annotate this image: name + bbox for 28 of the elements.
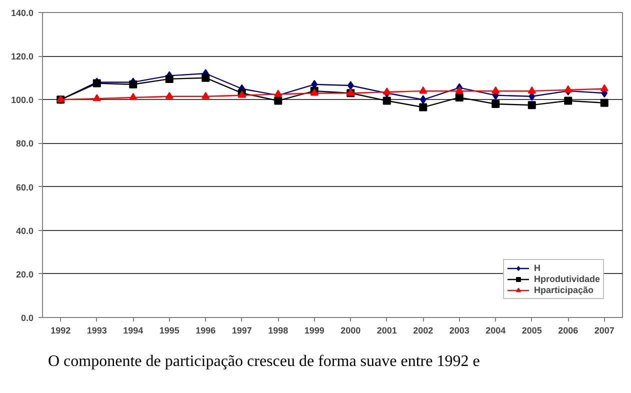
x-tick-label: 1995 — [159, 326, 180, 336]
y-tick-label: 120.0 — [10, 52, 34, 62]
x-tick-label: 1996 — [196, 326, 216, 336]
y-tick-label: 80.0 — [16, 138, 34, 149]
legend-label: Hparticipação — [534, 285, 594, 295]
x-tick-label: 2005 — [522, 326, 542, 336]
x-tick-label: 1994 — [123, 326, 144, 336]
y-tick-label: 60.0 — [16, 182, 34, 192]
x-tick-label: 1998 — [268, 326, 288, 336]
x-tick-label: 1997 — [232, 326, 252, 336]
x-tick-label: 2003 — [449, 326, 470, 336]
legend-label: H — [534, 263, 542, 273]
y-tick-label: 0.0 — [20, 313, 34, 323]
legend-label: Hprodutividade — [534, 274, 600, 284]
y-tick-label: 20.0 — [16, 269, 34, 280]
y-tick-label: 140.0 — [10, 8, 34, 18]
x-tick-label: 2006 — [558, 326, 578, 336]
y-tick-label: 100.0 — [10, 95, 34, 106]
y-tick-label: 40.0 — [16, 226, 34, 236]
x-tick-label: 2000 — [340, 326, 361, 336]
text: O componente de participação cresceu de forma suave entre 1992 e — [48, 352, 480, 372]
x-tick-label: 1993 — [86, 326, 107, 336]
x-tick-label: 2001 — [376, 326, 397, 336]
x-tick-label: 2007 — [594, 326, 614, 336]
x-tick-label: 2004 — [486, 326, 506, 336]
x-tick-label: 1999 — [304, 326, 324, 336]
x-tick-label: 1992 — [50, 326, 71, 336]
x-tick-label: 2002 — [413, 326, 434, 336]
